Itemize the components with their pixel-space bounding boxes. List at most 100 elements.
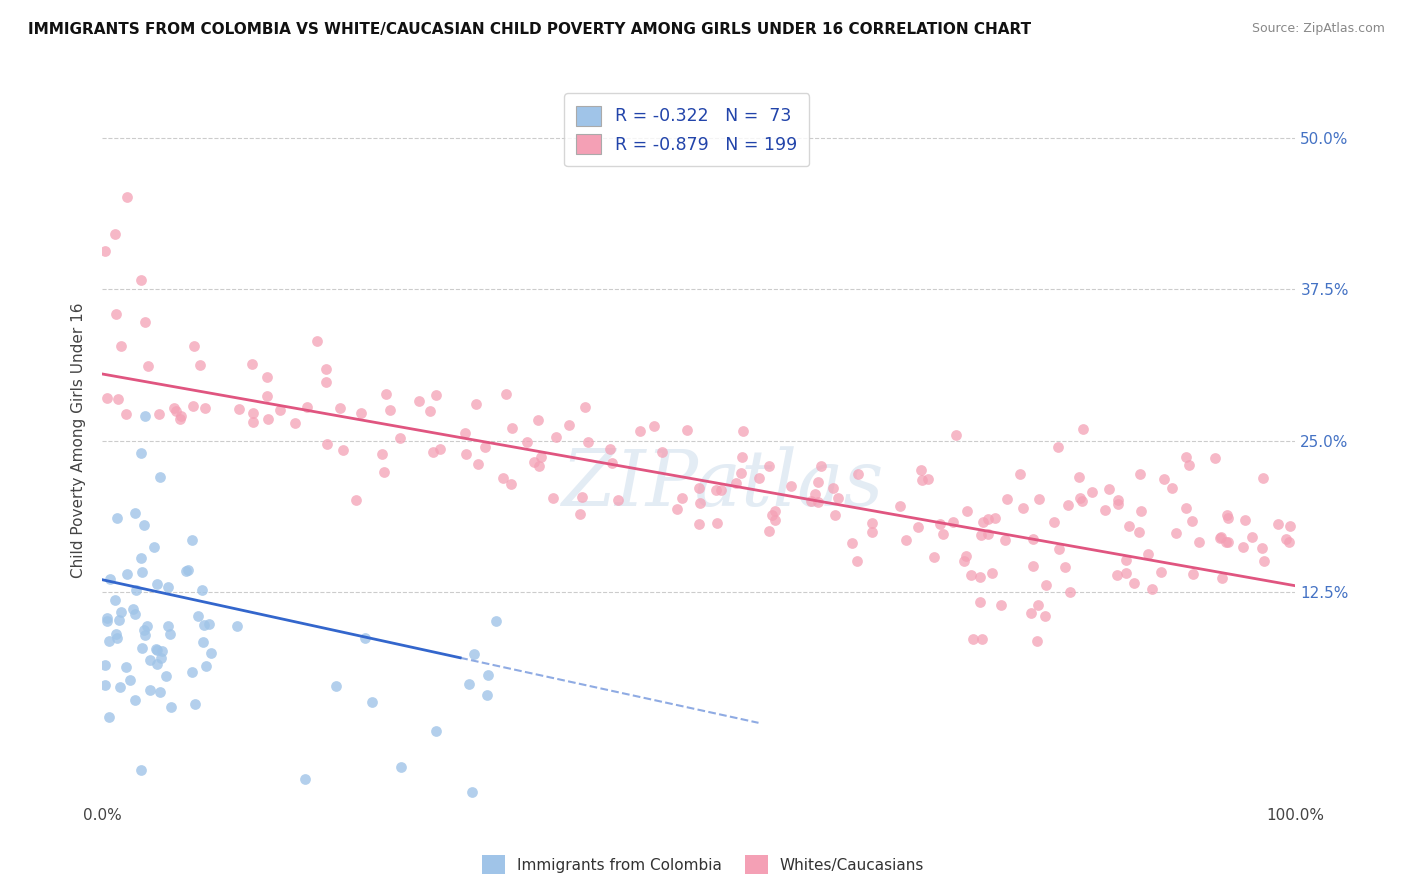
Point: [956, 504, 979, 518]
Point: [118, 673, 141, 687]
Point: [139, 652, 162, 666]
Point: [1250, 541, 1272, 555]
Point: [146, 657, 169, 671]
Point: [501, 477, 523, 491]
Point: [1071, 422, 1094, 436]
Point: [134, 315, 156, 329]
Point: [107, 631, 129, 645]
Legend: R = -0.322   N =  73, R = -0.879   N = 199: R = -0.322 N = 73, R = -0.879 N = 199: [564, 94, 808, 167]
Point: [96, 614, 118, 628]
Point: [804, 487, 827, 501]
Y-axis label: Child Poverty Among Girls Under 16: Child Poverty Among Girls Under 16: [72, 302, 86, 578]
Point: [676, 423, 699, 437]
Point: [269, 403, 291, 417]
Point: [576, 435, 599, 450]
Point: [955, 549, 977, 564]
Point: [156, 580, 179, 594]
Point: [1118, 519, 1140, 533]
Point: [725, 476, 748, 491]
Point: [917, 472, 939, 486]
Point: [110, 339, 132, 353]
Point: [527, 459, 550, 474]
Point: [228, 402, 250, 417]
Point: [599, 442, 621, 456]
Point: [256, 369, 278, 384]
Point: [969, 569, 991, 583]
Point: [922, 549, 945, 564]
Point: [361, 695, 384, 709]
Point: [571, 490, 593, 504]
Point: [475, 688, 498, 702]
Point: [429, 442, 451, 457]
Point: [1025, 633, 1047, 648]
Point: [841, 536, 863, 550]
Point: [758, 524, 780, 538]
Point: [1129, 467, 1152, 481]
Point: [375, 387, 398, 401]
Point: [159, 700, 181, 714]
Point: [422, 445, 444, 459]
Point: [105, 510, 128, 524]
Point: [558, 418, 581, 433]
Point: [848, 467, 870, 481]
Point: [1161, 481, 1184, 495]
Point: [994, 533, 1017, 547]
Point: [115, 567, 138, 582]
Point: [183, 339, 205, 353]
Point: [1022, 558, 1045, 573]
Point: [1216, 511, 1239, 525]
Point: [163, 401, 186, 415]
Point: [188, 359, 211, 373]
Point: [1028, 491, 1050, 506]
Point: [165, 403, 187, 417]
Point: [1153, 472, 1175, 486]
Point: [911, 473, 934, 487]
Point: [295, 400, 318, 414]
Point: [454, 425, 477, 440]
Point: [1033, 609, 1056, 624]
Point: [190, 583, 212, 598]
Point: [1081, 485, 1104, 500]
Point: [981, 566, 1004, 581]
Point: [183, 697, 205, 711]
Point: [105, 626, 128, 640]
Point: [104, 227, 127, 242]
Point: [461, 784, 484, 798]
Point: [465, 397, 488, 411]
Point: [129, 551, 152, 566]
Point: [495, 386, 517, 401]
Point: [928, 516, 950, 531]
Point: [329, 401, 352, 416]
Point: [408, 393, 430, 408]
Point: [1174, 500, 1197, 515]
Point: [117, 189, 139, 203]
Point: [353, 631, 375, 645]
Point: [485, 614, 508, 628]
Point: [149, 685, 172, 699]
Point: [389, 760, 412, 774]
Point: [1149, 565, 1171, 579]
Point: [688, 516, 710, 531]
Point: [643, 419, 665, 434]
Point: [1094, 502, 1116, 516]
Point: [371, 447, 394, 461]
Point: [932, 527, 955, 541]
Point: [1278, 534, 1301, 549]
Point: [94, 678, 117, 692]
Point: [1232, 540, 1254, 554]
Point: [332, 442, 354, 457]
Point: [569, 507, 592, 521]
Point: [977, 527, 1000, 541]
Point: [1123, 576, 1146, 591]
Point: [159, 627, 181, 641]
Point: [628, 424, 651, 438]
Point: [458, 677, 481, 691]
Point: [995, 492, 1018, 507]
Point: [907, 519, 929, 533]
Point: [709, 483, 731, 497]
Point: [688, 481, 710, 495]
Point: [704, 483, 727, 497]
Point: [1234, 512, 1257, 526]
Point: [284, 417, 307, 431]
Point: [824, 508, 846, 523]
